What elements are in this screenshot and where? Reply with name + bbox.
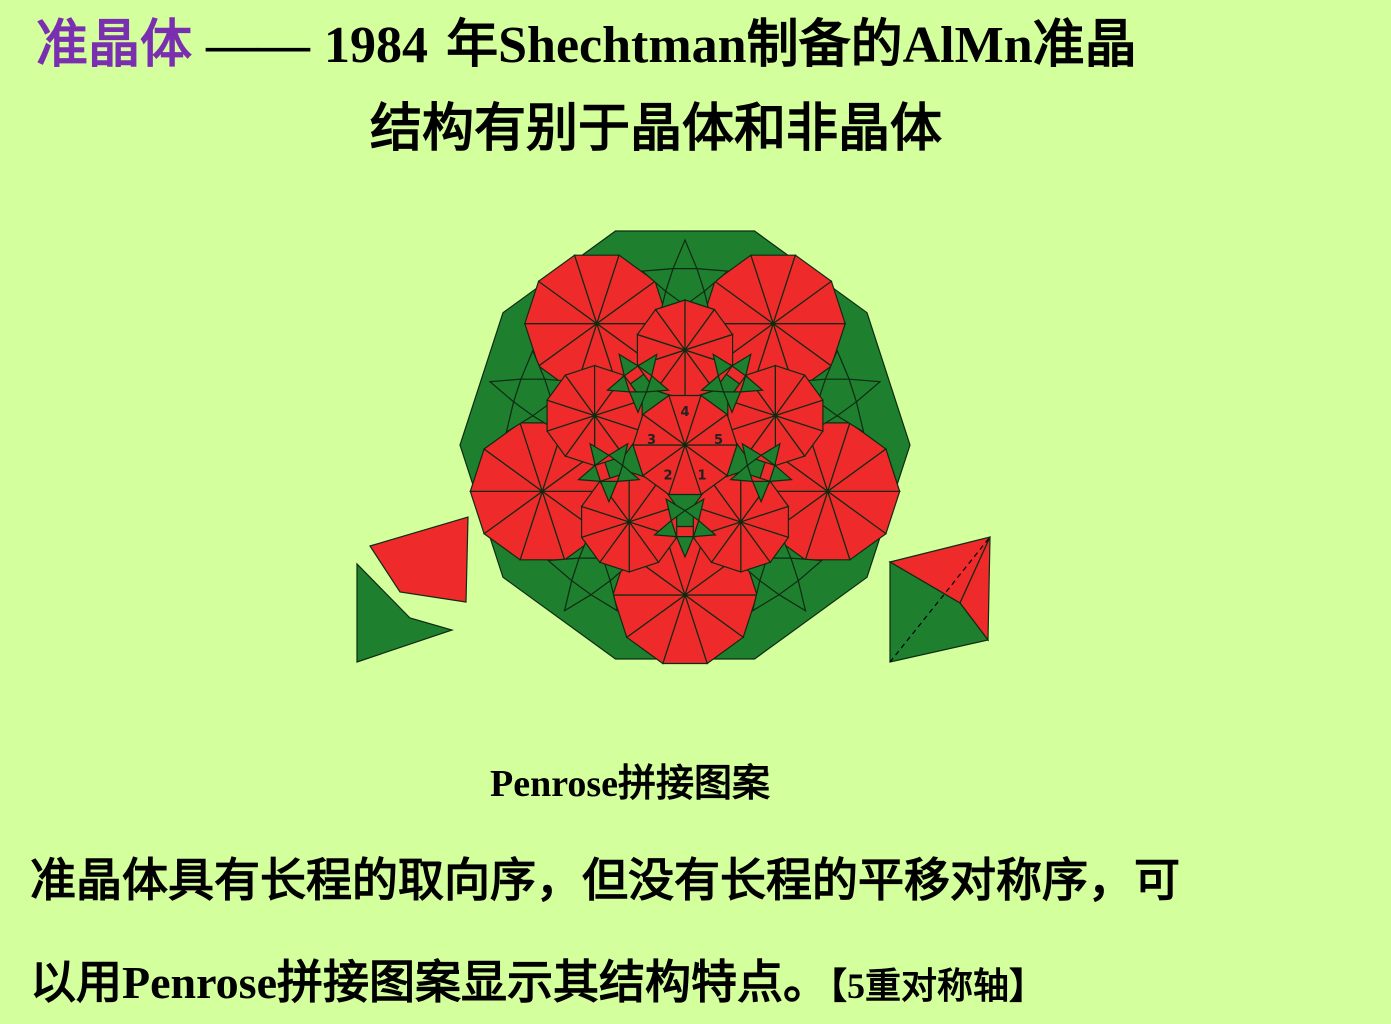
left-red-tile bbox=[369, 516, 469, 603]
center-label-4: 4 bbox=[680, 405, 689, 420]
outer-star-1-point bbox=[696, 267, 730, 293]
inner-star-1-point bbox=[730, 353, 752, 377]
inner-star-4-point bbox=[577, 464, 602, 483]
description-line-1: 准晶体具有长程的取向序，但没有长程的平移对称序，可 bbox=[30, 853, 1180, 907]
outer-flower-2-wedge bbox=[825, 448, 901, 492]
description-line-2: 以用Penrose拼接图案显示其结构特点。【5重对称轴】 bbox=[30, 952, 1380, 1017]
title-year: 1984 bbox=[324, 17, 429, 74]
inner-star-5-point bbox=[645, 374, 670, 393]
title-name: Shechtman bbox=[498, 17, 747, 74]
outer-star-2-point bbox=[824, 349, 850, 380]
center-flower-wedge bbox=[683, 413, 738, 446]
outer-star-5-point bbox=[488, 378, 522, 403]
note-close: 】 bbox=[1009, 966, 1046, 1007]
tile-pieces-right bbox=[888, 536, 992, 663]
outer-star-3-point bbox=[751, 579, 781, 613]
caption-cn: 拼接图案 bbox=[618, 761, 771, 805]
inner-star-1-point bbox=[739, 374, 764, 393]
inner-star-2-point bbox=[768, 464, 793, 483]
center-label-5: 5 bbox=[714, 433, 723, 448]
line2-latin: Penrose bbox=[122, 957, 278, 1008]
inner-star-4-point bbox=[616, 464, 641, 483]
penrose-tiling-figure: 1 2 3 4 5 bbox=[356, 230, 992, 665]
tile-pieces-left bbox=[356, 516, 469, 663]
inner-flower-1-wedge bbox=[683, 333, 734, 367]
center-number-labels: 1 2 3 4 5 bbox=[647, 405, 723, 483]
outer-star-2-point bbox=[836, 400, 865, 434]
inner-star-4-point bbox=[589, 442, 610, 467]
inner-star-1-point bbox=[712, 353, 734, 377]
inner-star-3-point bbox=[653, 519, 678, 538]
inner-star-1-point bbox=[722, 391, 742, 414]
inner-star-1-point bbox=[700, 374, 725, 393]
note-num: 5 bbox=[847, 966, 866, 1006]
inner-star-3-point bbox=[665, 497, 687, 522]
outer-star-5-point bbox=[505, 400, 534, 434]
inner-flower-3-wedge bbox=[738, 505, 789, 539]
outer-star-3-point bbox=[790, 557, 824, 582]
outer-flower-1-wedge bbox=[771, 280, 847, 325]
outer-star-4-point bbox=[563, 579, 593, 613]
title-year-suffix: 年 bbox=[428, 15, 499, 75]
inner-star-5-point bbox=[628, 391, 648, 414]
title-end: 准晶 bbox=[1032, 15, 1137, 75]
tiling-main-pattern bbox=[459, 230, 911, 665]
note-open: 【 bbox=[829, 966, 848, 1007]
line2-part-a: 以用 bbox=[30, 955, 122, 1009]
outer-star-4-point bbox=[546, 557, 580, 582]
outer-star-1-point bbox=[640, 267, 674, 293]
title-mid: 制备的 bbox=[746, 15, 903, 75]
inner-star-3-point bbox=[675, 536, 695, 559]
inner-star-4-point bbox=[599, 480, 619, 504]
title-line-1: 准晶体 —— 1984 年Shechtman制备的AlMn准晶 bbox=[36, 12, 1137, 79]
title-alloy: AlMn bbox=[902, 17, 1033, 74]
center-label-3: 3 bbox=[647, 433, 656, 448]
inner-star-5-point bbox=[606, 374, 631, 393]
outer-star-4-point bbox=[589, 579, 619, 613]
inner-star-5-point bbox=[618, 353, 640, 377]
line2-part-b: 拼接图案显示其结构特点。 bbox=[277, 955, 830, 1009]
inner-star-2-point bbox=[751, 480, 771, 504]
symmetry-note: 【5重对称轴】 bbox=[829, 966, 1045, 1007]
center-label-1: 1 bbox=[697, 468, 706, 483]
topic-label: 准晶体 bbox=[36, 15, 193, 75]
outer-star-2-point bbox=[848, 378, 882, 403]
inner-star-5-point bbox=[636, 353, 658, 377]
inner-star-2-point bbox=[760, 442, 781, 467]
center-label-2: 2 bbox=[663, 468, 672, 483]
inner-star-3-point bbox=[692, 519, 717, 538]
outer-flower-5-wedge bbox=[594, 280, 670, 325]
figure-caption: Penrose拼接图案 bbox=[490, 758, 770, 809]
inner-star-4-point bbox=[607, 442, 629, 467]
inner-star-2-point bbox=[729, 464, 754, 483]
title-line-2: 结构有别于晶体和非晶体 bbox=[370, 99, 943, 159]
right-green-tile bbox=[889, 560, 990, 663]
outer-star-5-point bbox=[520, 349, 546, 380]
inner-flower-2-wedge bbox=[773, 399, 824, 432]
outer-star-3-point bbox=[777, 579, 807, 613]
inner-star-2-point bbox=[741, 442, 763, 467]
inner-star-3-point bbox=[683, 497, 705, 522]
left-green-tile bbox=[356, 562, 455, 663]
outer-star-1-point bbox=[672, 238, 698, 270]
title-dash: —— bbox=[206, 17, 311, 74]
caption-latin: Penrose bbox=[490, 763, 619, 805]
note-text: 重对称轴 bbox=[865, 966, 1010, 1007]
